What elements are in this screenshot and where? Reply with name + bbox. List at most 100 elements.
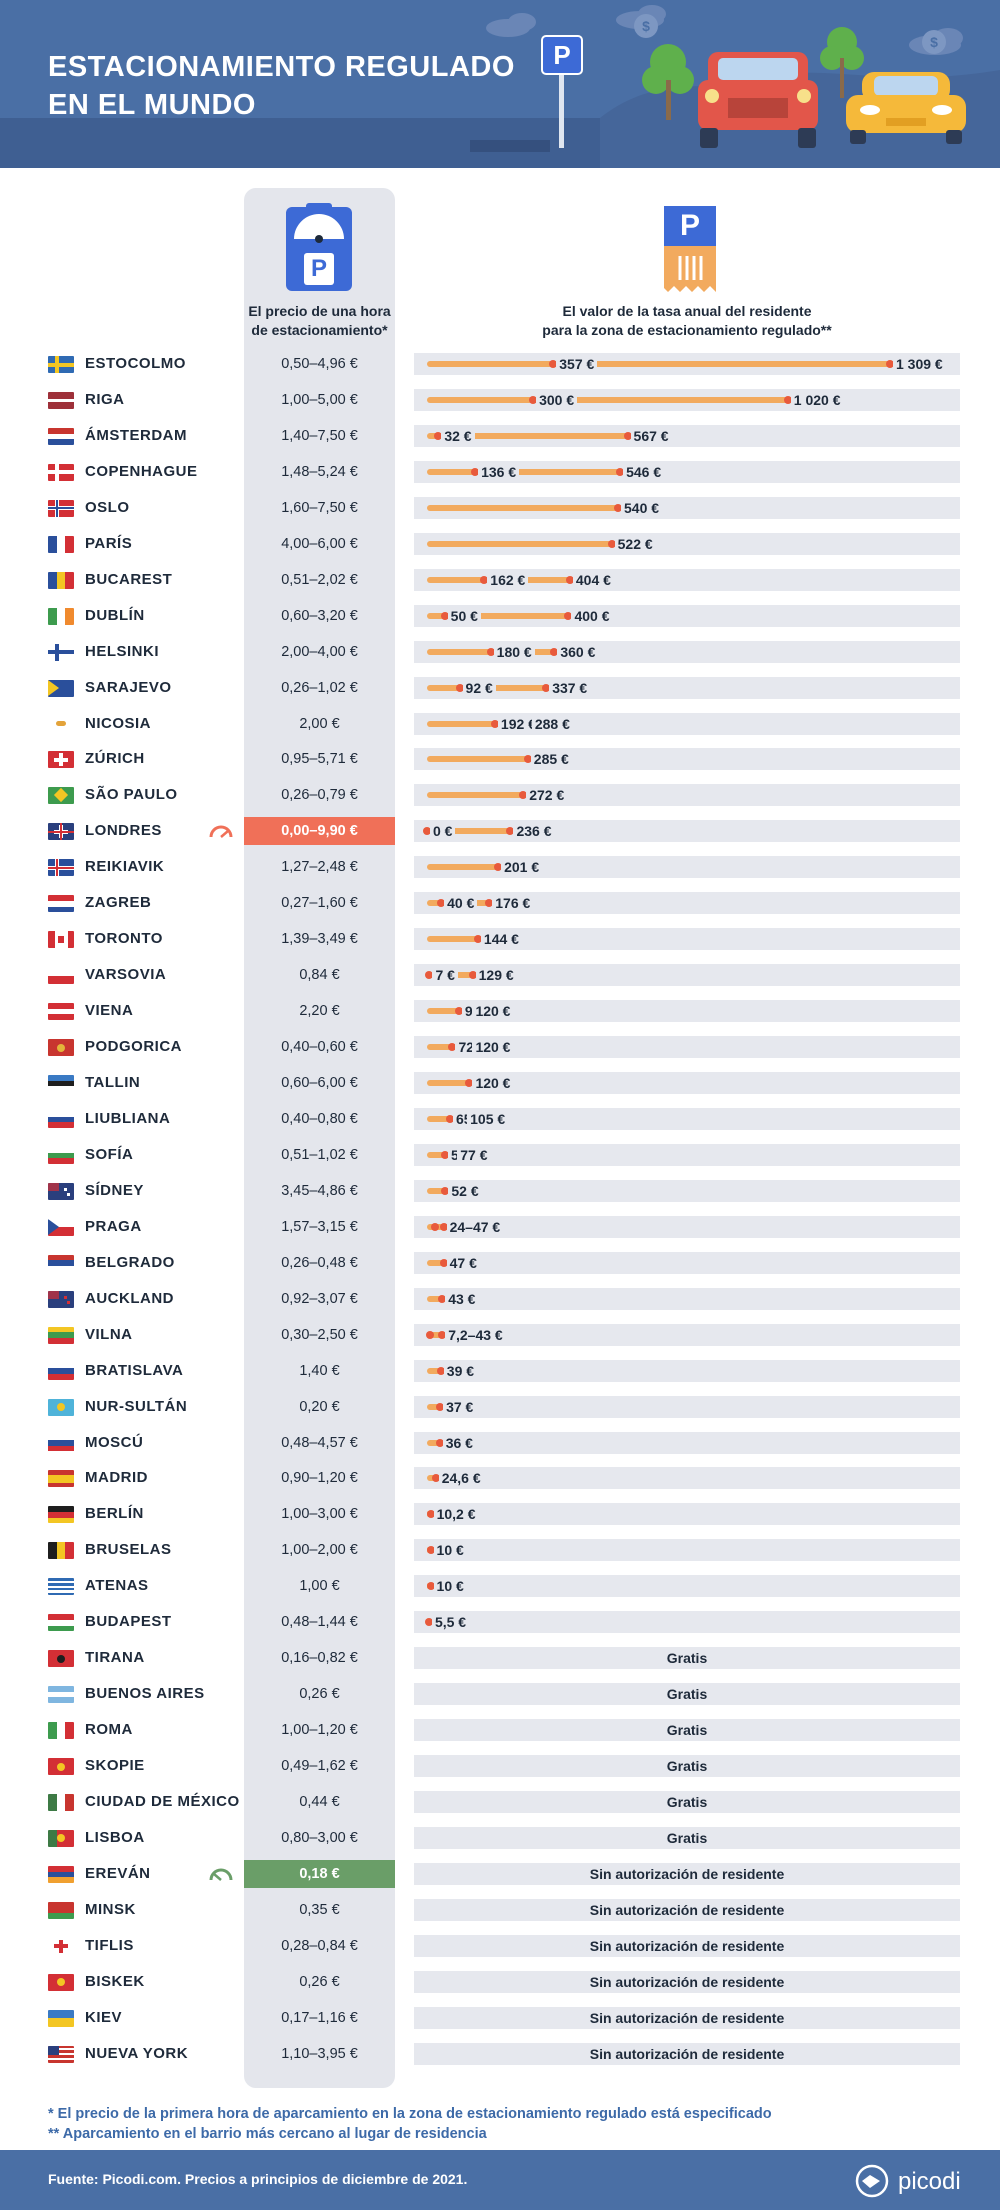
city-name: PARÍS [85, 534, 133, 552]
table-row: BRATISLAVA 1,40 € 39 € [0, 1353, 1000, 1389]
fee-status-text: Sin autorización de residente [589, 1937, 785, 1954]
flag-ee-icon [48, 1075, 74, 1092]
fee-max-label: 120 € [472, 1072, 514, 1094]
fee-max-dot [550, 647, 559, 656]
table-row: SARAJEVO 0,26–1,02 € 92 € 337 € [0, 670, 1000, 706]
table-row: PARÍS 4,00–6,00 € 522 € [0, 526, 1000, 562]
fee-header-line-1: El valor de la tasa anual del residente [562, 303, 812, 319]
table-row: TIFLIS 0,28–0,84 € Sin autorización de res… [0, 1928, 1000, 1964]
footnote-2: ** Aparcamiento en el barrio más cercano… [48, 2126, 487, 2142]
flag-ru-icon [48, 1434, 74, 1452]
table-row: SÃO PAULO 0,26–0,79 € 272 € [0, 777, 1000, 813]
city-name: PODGORICA [85, 1038, 183, 1056]
city-name: KIEV [85, 2008, 123, 2026]
fee-max-dot [441, 1186, 450, 1195]
city-name: VIENA [85, 1002, 134, 1020]
fee-min-dot [490, 719, 499, 728]
picodi-logo-icon [855, 2164, 889, 2198]
fee-max-label: 546 € [623, 460, 665, 483]
city-name: LONDRES [85, 822, 162, 840]
table-row: BELGRADO 0,26–0,48 € 47 € [0, 1245, 1000, 1281]
flag-is-icon [48, 859, 74, 877]
flag-gr-icon [48, 1578, 74, 1596]
fee-max-label: 105 € [467, 1107, 509, 1130]
fee-track [414, 1539, 960, 1562]
fee-status-text: Gratis [666, 1722, 708, 1739]
city-name: MOSCÚ [85, 1433, 144, 1451]
hourly-price: 1,00 € [299, 1578, 340, 1595]
fee-max-label: 288 € [531, 712, 573, 735]
fee-max-dot [886, 360, 894, 368]
fee-track [414, 1431, 960, 1454]
hourly-price: 0,60–3,20 € [281, 607, 358, 624]
flag-at-icon [48, 1003, 74, 1021]
table-row: NICOSIA 2,00 € 192 €288 € [0, 706, 1000, 742]
hourly-price: 0,17–1,16 € [281, 2009, 358, 2026]
flag-fr-icon [48, 535, 74, 553]
fee-max-dot [473, 935, 482, 944]
fee-bar [427, 720, 529, 727]
fee-bar [427, 540, 612, 547]
hourly-price: 1,00–2,00 € [281, 1542, 358, 1559]
hourly-price: 1,10–3,95 € [281, 2045, 358, 2062]
flag-dk-icon [48, 463, 74, 481]
table-row: MOSCÚ 0,48–4,57 € 36 € [0, 1425, 1000, 1461]
fee-bar [427, 936, 478, 943]
city-name: COPENHAGUE [85, 462, 198, 480]
fee-max-label: 540 € [621, 496, 663, 519]
fee-max-dot [506, 827, 515, 836]
table-row: KIEV 0,17–1,16 € Sin autorización de resid… [0, 2000, 1000, 2036]
flag-lv-icon [48, 391, 74, 409]
hourly-price: 2,00–4,00 € [281, 643, 358, 660]
city-name: TIRANA [85, 1649, 145, 1667]
fee-track [414, 640, 960, 663]
fee-min-label: 162 € [487, 568, 529, 591]
fee-min-dot [486, 647, 495, 656]
table-row: TIRANA 0,16–0,82 € Gratis [0, 1640, 1000, 1676]
fee-track [414, 1826, 960, 1849]
source-text: Fuente: Picodi.com. Precios a principios… [48, 2171, 468, 2187]
flag-nl-icon [48, 427, 74, 445]
city-name: DUBLÍN [85, 606, 145, 624]
flag-cy-icon [48, 715, 74, 733]
fee-bar [427, 1008, 470, 1015]
fee-max-dot [564, 611, 573, 620]
fee-track [414, 1072, 960, 1094]
fee-header-line-2: para la zona de estacionamiento regulado… [542, 322, 832, 338]
fee-max-label: 36 € [442, 1431, 476, 1454]
city-name: VARSOVIA [85, 966, 167, 984]
city-name: ATENAS [85, 1577, 149, 1595]
hourly-price: 0,48–4,57 € [281, 1434, 358, 1451]
fee-bar [427, 828, 511, 835]
fee-track [414, 1036, 960, 1059]
fee-max-label: 272 € [526, 784, 568, 807]
hourly-price: 0,00–9,90 € [244, 817, 395, 846]
fee-max-dot [607, 539, 616, 548]
fee-max-label: 52 € [448, 1179, 482, 1202]
fee-min-dot [549, 360, 558, 368]
flag-no-icon [48, 499, 74, 517]
fee-bar [427, 1259, 444, 1266]
city-name: NUEVA YORK [85, 2044, 189, 2062]
fee-bar [427, 1044, 470, 1051]
fee-bar [427, 1151, 455, 1158]
flag-gb-icon [48, 823, 74, 841]
fee-min-dot [471, 467, 480, 476]
fee-max-dot [623, 431, 632, 440]
fee-min-dot [529, 395, 538, 404]
fee-track [414, 496, 960, 519]
city-name: RIGA [85, 390, 125, 408]
flag-al-icon [48, 1650, 74, 1668]
fee-track [414, 424, 960, 447]
table-row: SKOPIE 0,49–1,62 € Gratis [0, 1748, 1000, 1784]
fee-track [414, 1503, 960, 1526]
fee-track [414, 2042, 960, 2065]
title-line-2: EN EL MUNDO [48, 89, 256, 121]
city-name: MADRID [85, 1469, 148, 1487]
city-name: LISBOA [85, 1828, 145, 1846]
table-row: ATENAS 1,00 € 10 € [0, 1568, 1000, 1604]
fee-max-dot [436, 1402, 445, 1411]
fee-max-label: 120 € [472, 1036, 514, 1059]
